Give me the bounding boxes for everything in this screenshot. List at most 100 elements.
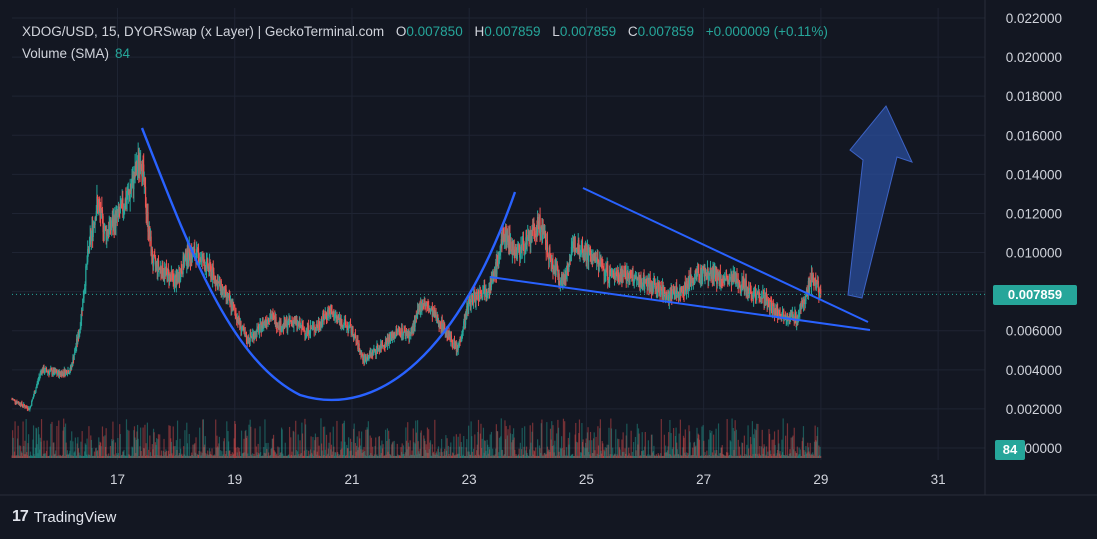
volume-bar xyxy=(264,453,267,458)
candle-body xyxy=(420,301,422,314)
candle-body xyxy=(143,177,145,182)
candle-body xyxy=(477,290,479,299)
volume-bar xyxy=(371,455,373,458)
candle-body xyxy=(454,344,456,346)
candle-body xyxy=(504,234,506,240)
candle-body xyxy=(465,313,467,319)
candle-body xyxy=(766,296,768,306)
candle-body xyxy=(139,161,141,171)
volume-bar xyxy=(314,440,316,458)
candle-body xyxy=(682,290,684,292)
candle-body xyxy=(128,191,130,195)
volume-bar xyxy=(714,453,717,458)
volume-bar xyxy=(117,453,120,458)
candle-body xyxy=(108,232,110,235)
candle-body xyxy=(536,227,538,233)
candle-body xyxy=(323,316,325,320)
candle-body xyxy=(679,288,681,294)
candle-body xyxy=(111,224,113,228)
volume-bar xyxy=(434,454,437,458)
candle-body xyxy=(599,260,601,264)
candle-body xyxy=(617,269,619,276)
candle-body xyxy=(676,286,678,296)
candle-body xyxy=(744,286,746,289)
volume-tag: 84 xyxy=(995,440,1025,460)
candle-body xyxy=(366,356,368,361)
candle-body xyxy=(230,300,232,310)
candle-body xyxy=(284,320,286,327)
volume-bar xyxy=(439,455,441,458)
volume-bar xyxy=(697,433,699,458)
candle-body xyxy=(156,261,158,273)
volume-bar xyxy=(540,452,542,458)
candle-body xyxy=(557,273,560,278)
candle-body xyxy=(264,319,266,324)
volume-bar xyxy=(404,452,406,458)
candle-body xyxy=(364,357,366,359)
candle-body xyxy=(793,317,795,319)
volume-bar xyxy=(646,455,648,458)
candle-body xyxy=(539,214,541,233)
candle-body xyxy=(412,326,414,333)
volume-bar xyxy=(738,446,741,458)
volume-bar xyxy=(549,451,551,458)
volume-bar xyxy=(317,436,319,458)
candle-body xyxy=(296,319,298,326)
candle-body xyxy=(546,241,549,255)
candle-body xyxy=(120,200,123,204)
candle-body xyxy=(483,285,485,288)
candle-body xyxy=(668,294,670,303)
candle-body xyxy=(64,369,66,376)
volume-bar xyxy=(189,456,192,458)
candle-body xyxy=(175,276,177,288)
volume-bar xyxy=(494,454,496,458)
volume-bar xyxy=(34,455,36,458)
candle-body xyxy=(97,202,99,214)
candle-body xyxy=(57,370,59,374)
volume-bar xyxy=(87,455,89,458)
volume-bar xyxy=(293,455,296,458)
volume-bar xyxy=(526,453,528,458)
candle-body xyxy=(559,283,561,285)
tradingview-brand[interactable]: 17 TradingView xyxy=(12,508,116,526)
volume-bar xyxy=(192,444,194,458)
candle-body xyxy=(714,268,717,274)
candle-body xyxy=(654,283,656,288)
candle-body xyxy=(699,280,701,282)
volume-bar xyxy=(497,455,499,458)
candle-body xyxy=(439,325,441,327)
volume-bar xyxy=(93,455,95,458)
volume-bar xyxy=(509,425,511,458)
volume-bar xyxy=(568,444,570,458)
volume-bar xyxy=(593,438,595,458)
candle-body xyxy=(40,371,42,373)
candle-body xyxy=(523,249,525,255)
candle-body xyxy=(482,287,485,293)
candle-body xyxy=(312,325,314,327)
volume-bar xyxy=(576,455,578,458)
candle-body xyxy=(348,326,350,331)
candle-body xyxy=(187,245,189,261)
volume-bar xyxy=(88,426,90,458)
candle-body xyxy=(819,289,821,295)
volume-bar xyxy=(743,455,745,458)
candle-body xyxy=(478,298,480,300)
volume-bar xyxy=(396,443,398,458)
volume-bar xyxy=(349,451,351,458)
volume-bar xyxy=(717,423,720,458)
volume-bar xyxy=(797,455,799,458)
candle-body xyxy=(490,281,492,288)
volume-bar xyxy=(582,439,584,458)
candle-body xyxy=(671,294,673,299)
candle-body xyxy=(64,370,67,376)
candle-body xyxy=(180,269,182,280)
volume-bar xyxy=(662,455,664,458)
volume-bar xyxy=(694,447,696,458)
candle-body xyxy=(409,334,411,336)
candle-body xyxy=(348,325,350,327)
candle-body xyxy=(628,275,630,283)
volume-bar xyxy=(730,441,732,458)
volume-bar xyxy=(365,429,367,458)
